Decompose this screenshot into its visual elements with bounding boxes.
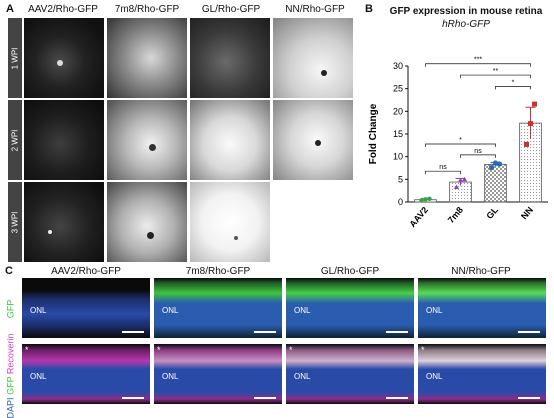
panel-a-column-header: GL/Rho-GFP xyxy=(201,4,261,15)
onl-label: ONL xyxy=(30,372,47,381)
row-label-gfp: GFP xyxy=(4,299,15,319)
significance-bracket xyxy=(460,154,496,158)
fundus-image xyxy=(107,18,187,98)
scale-bar xyxy=(518,397,540,399)
data-point xyxy=(419,198,424,203)
data-point xyxy=(457,177,464,183)
bar xyxy=(484,163,507,203)
onl-label: ONL xyxy=(162,372,179,381)
significance-label: ns xyxy=(439,164,447,171)
significance-label: * xyxy=(459,137,462,144)
data-point xyxy=(427,196,432,202)
fundus-image xyxy=(273,18,353,98)
onl-label: ONL xyxy=(30,306,47,315)
panel-b-letter: B xyxy=(365,3,373,15)
y-tick-label: 20 xyxy=(393,106,403,116)
retina-section: ONL xyxy=(22,278,150,338)
data-point xyxy=(532,101,537,107)
y-tick-label: 30 xyxy=(393,61,403,71)
retina-section: * ONL xyxy=(22,344,150,404)
data-point xyxy=(461,176,468,182)
retina-section: ONL xyxy=(418,278,546,338)
retina-section: ONL xyxy=(154,278,282,338)
y-tick-label: 5 xyxy=(398,174,403,184)
chart-subtitle: hRho-GFP xyxy=(442,19,490,30)
y-tick-label: 0 xyxy=(398,197,403,207)
fundus-image xyxy=(107,182,187,262)
chart-title: GFP expression in mouse retina xyxy=(389,6,543,17)
scale-bar xyxy=(254,397,276,399)
star-marker: * xyxy=(25,345,29,355)
onl-label: ONL xyxy=(162,306,179,315)
y-tick-label: 10 xyxy=(393,152,403,162)
scale-bar xyxy=(386,397,408,399)
fundus-image xyxy=(190,100,270,180)
y-tick-label: 25 xyxy=(393,84,403,94)
significance-bracket xyxy=(425,63,531,67)
significance-label: *** xyxy=(474,57,482,64)
panel-a-row-label: 2 WPI xyxy=(8,100,22,180)
data-point xyxy=(423,197,428,202)
fundus-image xyxy=(273,100,353,180)
onl-label: ONL xyxy=(426,372,443,381)
data-point xyxy=(492,160,499,166)
significance-bracket xyxy=(495,86,531,90)
fundus-image xyxy=(24,18,104,98)
scale-bar xyxy=(386,331,408,333)
scale-bar xyxy=(518,331,540,333)
y-tick-label: 15 xyxy=(393,129,403,139)
data-point xyxy=(528,121,533,127)
significance-bracket xyxy=(460,74,531,79)
panel-a-row-label: 1 WPI xyxy=(8,18,22,98)
scale-bar xyxy=(254,331,276,333)
x-tick-label: GL xyxy=(484,204,500,220)
significance-label: ** xyxy=(493,68,499,75)
onl-label: ONL xyxy=(426,306,443,315)
data-point xyxy=(496,161,503,167)
retina-section: * ONL xyxy=(286,344,414,404)
significance-label: ns xyxy=(474,148,482,155)
panel-a-column-header: AAV2/Rho-GFP xyxy=(28,4,98,15)
star-marker: * xyxy=(421,345,425,355)
retina-section: * ONL xyxy=(418,344,546,404)
star-marker: * xyxy=(289,345,293,355)
scale-bar xyxy=(122,397,144,399)
scale-bar xyxy=(122,331,144,333)
fundus-image xyxy=(190,182,270,262)
fundus-image xyxy=(273,182,353,262)
fundus-image xyxy=(24,182,104,262)
fundus-image xyxy=(107,100,187,180)
panel-a-column-header: 7m8/Rho-GFP xyxy=(114,4,180,15)
retina-section: ONL xyxy=(286,278,414,338)
panel-c-column-header: GL/Rho-GFP xyxy=(320,266,380,277)
fundus-image xyxy=(190,18,270,98)
y-axis-label: Fold Change xyxy=(368,103,379,164)
significance-bracket xyxy=(425,170,461,175)
data-point xyxy=(524,141,529,147)
onl-label: ONL xyxy=(294,306,311,315)
fundus-image xyxy=(24,100,104,180)
significance-label: * xyxy=(512,79,515,86)
panel-a-letter: A xyxy=(6,3,14,15)
panel-a-column-header: NN/Rho-GFP xyxy=(285,4,345,15)
retina-section: * ONL xyxy=(154,344,282,404)
panel-c-column-header: NN/Rho-GFP xyxy=(451,266,511,277)
panel-c-letter: C xyxy=(5,265,13,277)
x-tick-label: 7m8 xyxy=(446,205,465,225)
data-point xyxy=(488,164,495,171)
row-label-merge: DAPI GFP Recoverin xyxy=(5,333,16,418)
panel-c-column-header: 7m8/Rho-GFP xyxy=(185,266,251,277)
significance-bracket xyxy=(425,143,496,147)
data-point xyxy=(453,184,460,190)
x-tick-label: NN xyxy=(519,205,535,221)
onl-label: ONL xyxy=(294,372,311,381)
panel-c-column-header: AAV2/Rho-GFP xyxy=(51,266,121,277)
x-tick-label: AAV2 xyxy=(407,205,430,229)
star-marker: * xyxy=(157,345,161,355)
panel-a-row-label: 3 WPI xyxy=(8,182,22,262)
